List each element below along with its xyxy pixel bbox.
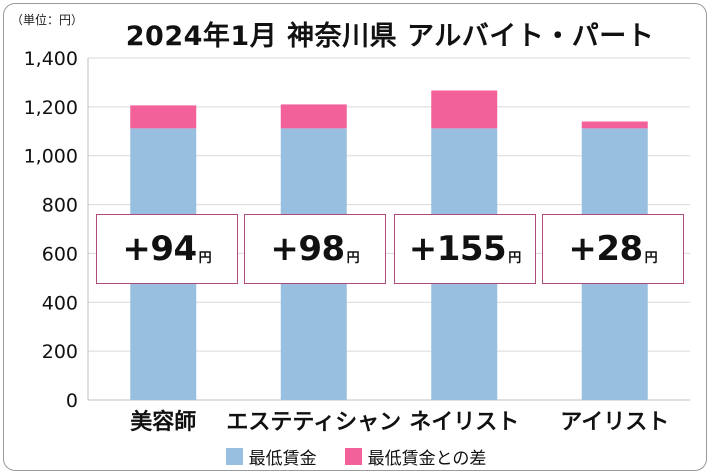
difference-value: +98 <box>270 229 345 269</box>
difference-value: +94 <box>122 229 197 269</box>
y-tick-label: 1,000 <box>24 146 78 168</box>
x-tick-label: ネイリスト <box>409 410 519 435</box>
y-tick-label: 0 <box>66 390 78 412</box>
legend-swatch-difference <box>344 448 362 465</box>
x-tick-label: 美容師 <box>130 409 196 435</box>
legend-label: 最低賃金との差 <box>367 449 487 469</box>
y-tick-label: 1,400 <box>24 48 78 70</box>
difference-badge: +94 円 <box>96 214 238 284</box>
bar-difference <box>431 90 498 129</box>
y-tick-label: 200 <box>42 341 78 363</box>
bar-difference <box>280 104 347 129</box>
legend-label: 最低賃金 <box>248 449 317 469</box>
y-tick-label: 1,200 <box>24 97 78 119</box>
yen-unit: 円 <box>198 250 212 266</box>
yen-unit: 円 <box>644 250 658 266</box>
difference-badge: +28 円 <box>542 214 684 284</box>
y-tick-label: 800 <box>42 195 78 217</box>
legend-swatch-minimum-wage <box>225 448 243 465</box>
y-tick-label: 400 <box>42 292 78 314</box>
difference-badge: +98 円 <box>244 214 386 284</box>
x-tick-label: エステティシャン <box>226 410 401 435</box>
difference-badge: +155 円 <box>394 214 536 284</box>
y-tick-label: 600 <box>42 243 78 265</box>
legend-entry-minimum-wage: 最低賃金 <box>225 444 317 469</box>
x-tick-label: アイリスト <box>560 410 669 435</box>
chart-title: 2024年1月 神奈川県 アルバイト・パート <box>125 21 655 52</box>
yen-unit: 円 <box>346 250 360 266</box>
difference-value: +28 <box>568 229 643 269</box>
legend-entry-difference: 最低賃金との差 <box>344 444 487 469</box>
legend: 最低賃金 最低賃金との差 <box>0 444 712 469</box>
yen-unit: 円 <box>508 250 522 266</box>
bar-difference <box>581 121 648 129</box>
unit-label: （単位：円） <box>11 13 84 27</box>
bar-difference <box>130 105 197 129</box>
difference-value: +155 <box>408 229 507 269</box>
